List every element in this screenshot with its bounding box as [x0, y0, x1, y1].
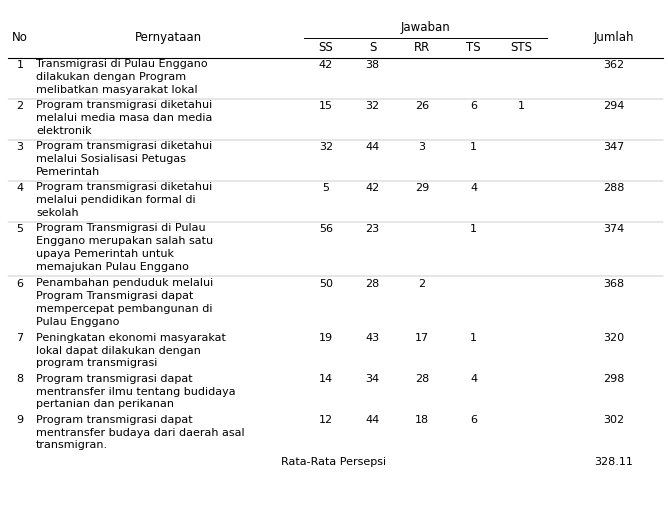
Text: 19: 19: [319, 334, 333, 343]
Text: 320: 320: [603, 334, 624, 343]
Text: 1: 1: [470, 224, 477, 234]
Text: 294: 294: [603, 101, 624, 111]
Text: Program transmigrasi diketahui
melalui media masa dan media
elektronik: Program transmigrasi diketahui melalui m…: [36, 100, 212, 136]
Text: 28: 28: [365, 279, 379, 289]
Text: 38: 38: [365, 60, 379, 70]
Text: 362: 362: [603, 60, 624, 70]
Text: 15: 15: [319, 101, 333, 111]
Text: 3: 3: [418, 142, 426, 152]
Text: 42: 42: [319, 60, 333, 70]
Text: 3: 3: [17, 142, 23, 152]
Text: Jawaban: Jawaban: [401, 21, 450, 34]
Text: 32: 32: [319, 142, 333, 152]
Text: 7: 7: [17, 334, 23, 343]
Text: STS: STS: [510, 41, 532, 54]
Text: 2: 2: [418, 279, 426, 289]
Text: 288: 288: [603, 183, 624, 193]
Text: 34: 34: [365, 375, 379, 384]
Text: 6: 6: [17, 279, 23, 289]
Text: 32: 32: [365, 101, 379, 111]
Text: 56: 56: [319, 224, 333, 234]
Text: Program Transmigrasi di Pulau
Enggano merupakan salah satu
upaya Pemerintah untu: Program Transmigrasi di Pulau Enggano me…: [36, 223, 213, 272]
Text: 1: 1: [470, 142, 477, 152]
Text: 50: 50: [319, 279, 333, 289]
Text: Program transmigrasi diketahui
melalui pendidikan formal di
sekolah: Program transmigrasi diketahui melalui p…: [36, 182, 212, 218]
Text: 4: 4: [17, 183, 23, 193]
Text: 2: 2: [17, 101, 23, 111]
Text: 17: 17: [415, 334, 429, 343]
Text: 42: 42: [365, 183, 379, 193]
Text: 44: 44: [365, 415, 379, 425]
Text: Pernyataan: Pernyataan: [135, 31, 202, 44]
Text: 28: 28: [415, 375, 429, 384]
Text: 4: 4: [470, 375, 477, 384]
Text: Peningkatan ekonomi masyarakat
lokal dapat dilakukan dengan
program transmigrasi: Peningkatan ekonomi masyarakat lokal dap…: [36, 333, 226, 368]
Text: Jumlah: Jumlah: [593, 31, 634, 44]
Text: 18: 18: [415, 415, 429, 425]
Text: SS: SS: [319, 41, 333, 54]
Text: Transmigrasi di Pulau Enggano
dilakukan dengan Program
melibatkan masyarakat lok: Transmigrasi di Pulau Enggano dilakukan …: [36, 60, 208, 95]
Text: 1: 1: [518, 101, 525, 111]
Text: 5: 5: [17, 224, 23, 234]
Text: 23: 23: [365, 224, 379, 234]
Text: 1: 1: [470, 334, 477, 343]
Text: 8: 8: [17, 375, 23, 384]
Text: 44: 44: [365, 142, 379, 152]
Text: S: S: [369, 41, 376, 54]
Text: 347: 347: [603, 142, 624, 152]
Text: 29: 29: [415, 183, 429, 193]
Text: 1: 1: [17, 60, 23, 70]
Text: Program transmigrasi dapat
mentransfer ilmu tentang budidaya
pertanian dan perik: Program transmigrasi dapat mentransfer i…: [36, 374, 236, 409]
Text: No: No: [12, 31, 28, 44]
Text: 302: 302: [603, 415, 624, 425]
Text: TS: TS: [466, 41, 481, 54]
Text: 6: 6: [470, 415, 477, 425]
Text: Program transmigrasi dapat
mentransfer budaya dari daerah asal
transmigran.: Program transmigrasi dapat mentransfer b…: [36, 415, 244, 451]
Text: Program transmigrasi diketahui
melalui Sosialisasi Petugas
Pemerintah: Program transmigrasi diketahui melalui S…: [36, 141, 212, 177]
Text: 26: 26: [415, 101, 429, 111]
Text: 368: 368: [603, 279, 624, 289]
Text: 6: 6: [470, 101, 477, 111]
Text: 374: 374: [603, 224, 624, 234]
Text: 12: 12: [319, 415, 333, 425]
Text: 9: 9: [17, 415, 23, 425]
Text: 328.11: 328.11: [594, 457, 633, 467]
Text: 43: 43: [365, 334, 379, 343]
Text: 14: 14: [319, 375, 333, 384]
Text: 4: 4: [470, 183, 477, 193]
Text: 298: 298: [603, 375, 624, 384]
Text: RR: RR: [413, 41, 430, 54]
Text: 5: 5: [323, 183, 329, 193]
Text: Rata-Rata Persepsi: Rata-Rata Persepsi: [281, 457, 387, 467]
Text: Penambahan penduduk melalui
Program Transmigrasi dapat
mempercepat pembangunan d: Penambahan penduduk melalui Program Tran…: [36, 278, 213, 326]
